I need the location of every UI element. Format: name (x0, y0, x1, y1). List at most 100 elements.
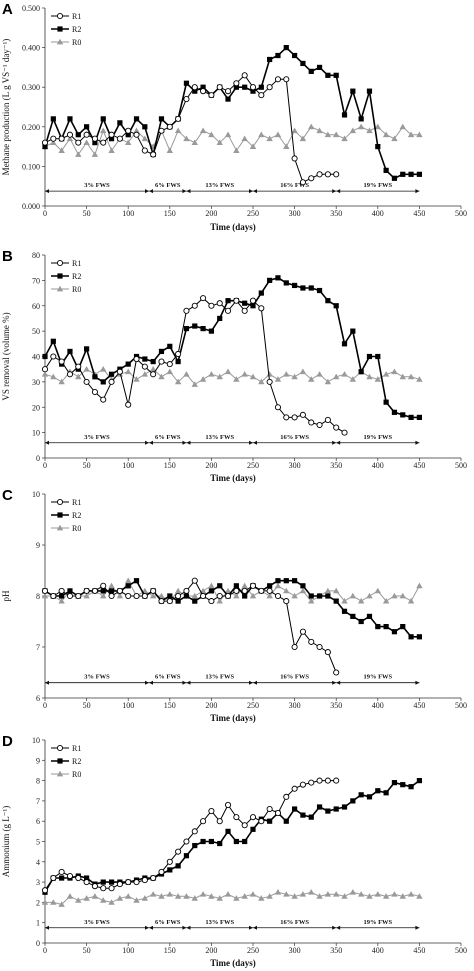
x-tick-label: 100 (122, 701, 134, 710)
data-point-r2 (267, 56, 273, 63)
y-tick-label: 0.500 (22, 4, 40, 13)
legend-label-r2: R2 (72, 511, 81, 520)
phase-label: 19% FWS (363, 674, 392, 681)
phase-arrowhead-right (249, 925, 253, 930)
phase-label: 6% FWS (155, 919, 181, 926)
data-point-r0 (283, 143, 290, 149)
legend-marker-r0 (56, 524, 64, 531)
data-point-r1 (274, 810, 282, 817)
data-point-r2 (108, 588, 115, 594)
data-point-r0 (249, 891, 257, 897)
data-point-r2 (42, 144, 48, 150)
data-point-r0 (224, 587, 232, 594)
data-point-r1 (58, 135, 65, 142)
data-point-r1 (200, 295, 207, 302)
y-tick-label: 0.200 (22, 123, 40, 132)
data-point-r0 (191, 895, 198, 901)
phase-label: 13% FWS (205, 182, 234, 189)
data-point-r1 (91, 587, 98, 594)
x-tick-label: 50 (83, 701, 91, 710)
data-point-r0 (249, 143, 257, 149)
data-point-r1 (108, 131, 115, 138)
data-point-r2 (275, 578, 281, 584)
panel-a: A 0.000 0.100 0.200 0.300 0.400 0.500 0 50 100 150… (1, 1, 467, 232)
y-axis-title: VS removal (volume %) (1, 312, 11, 400)
data-point-r0 (174, 893, 182, 899)
x-tick-label: 300 (289, 701, 301, 710)
data-point-r1 (141, 877, 148, 884)
phase-label: 6% FWS (155, 434, 181, 441)
series-r1 (41, 777, 340, 894)
x-tick-label: 400 (372, 209, 384, 218)
data-point-r0 (366, 373, 373, 380)
data-point-r2 (242, 838, 248, 845)
data-point-r2 (366, 613, 373, 619)
data-point-r1 (75, 874, 82, 882)
data-point-r2 (50, 116, 56, 122)
data-point-r1 (316, 421, 323, 429)
y-tick-label: 8 (36, 777, 40, 786)
x-tick-label: 500 (455, 209, 467, 218)
data-point-r0 (100, 592, 107, 599)
data-point-r1 (274, 76, 282, 83)
series-r2 (42, 578, 422, 640)
data-point-r2 (383, 624, 389, 630)
data-point-r2 (50, 338, 56, 344)
data-point-r0 (341, 371, 348, 377)
phase-arrowhead-left (186, 680, 191, 685)
data-point-r1 (291, 785, 298, 792)
data-point-r1 (208, 92, 215, 99)
data-point-r0 (299, 135, 307, 142)
data-point-r1 (258, 818, 265, 825)
data-point-r1 (100, 396, 107, 403)
phase-arrowhead-left (253, 925, 257, 930)
data-point-r1 (133, 592, 140, 600)
data-point-r0 (258, 131, 265, 138)
phase-arrowhead-left (45, 440, 49, 445)
data-point-r0 (224, 131, 232, 138)
data-point-r0 (374, 376, 381, 382)
data-point-r1 (274, 404, 282, 411)
phase-label: 6% FWS (155, 182, 181, 189)
data-point-r2 (333, 806, 339, 812)
legend-marker-r0 (56, 38, 64, 45)
data-point-r1 (150, 587, 157, 594)
data-point-r0 (166, 147, 173, 153)
x-tick-label: 150 (164, 946, 176, 955)
data-point-r2 (350, 613, 356, 619)
y-tick-label: 7 (36, 643, 40, 652)
phase-arrowhead-right (145, 680, 149, 685)
data-point-r0 (233, 895, 240, 901)
y-tick-label: 10 (32, 490, 40, 499)
data-point-r2 (167, 593, 173, 599)
data-point-r2 (250, 88, 256, 94)
series-r2 (42, 275, 422, 420)
data-point-r1 (333, 777, 340, 784)
data-point-r0 (374, 891, 381, 897)
data-point-r0 (108, 582, 115, 589)
data-point-r0 (357, 597, 365, 604)
data-point-r0 (66, 135, 74, 142)
data-point-r1 (341, 429, 348, 436)
x-tick-label: 450 (413, 209, 425, 218)
data-point-r0 (349, 376, 357, 382)
phase-arrowhead-left (253, 440, 257, 445)
data-point-r0 (399, 123, 406, 130)
data-point-r0 (174, 378, 182, 385)
data-point-r1 (308, 419, 315, 426)
x-tick-label: 200 (205, 209, 217, 218)
y-tick-label: 4 (36, 858, 40, 867)
x-tick-label: 400 (372, 701, 384, 710)
data-point-r0 (100, 365, 107, 372)
data-point-r0 (283, 371, 290, 377)
data-point-r0 (183, 135, 190, 142)
data-point-r0 (391, 135, 398, 142)
x-tick-label: 450 (413, 946, 425, 955)
data-point-r1 (299, 179, 306, 186)
data-point-r0 (283, 587, 290, 594)
data-point-r1 (241, 822, 248, 829)
data-point-r2 (416, 634, 422, 640)
data-point-r0 (407, 597, 415, 604)
data-point-r0 (83, 365, 90, 372)
data-point-r1 (200, 88, 207, 95)
